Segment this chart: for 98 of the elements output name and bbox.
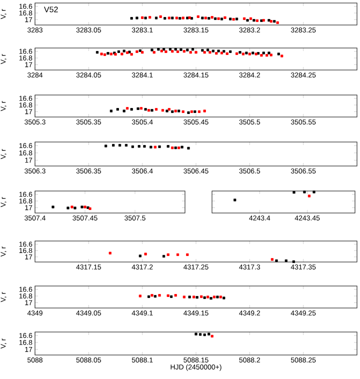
point [266,54,268,57]
point [208,51,212,54]
point [276,21,279,24]
point [292,191,296,194]
point [220,18,224,20]
point [224,16,226,19]
point [117,50,120,53]
point [103,53,106,56]
point [214,17,217,20]
point [168,48,172,51]
point [130,17,133,20]
point [136,16,138,20]
point [168,16,170,20]
point [260,54,263,57]
point [254,52,258,56]
point [191,48,194,51]
point [182,16,184,20]
point [243,17,246,20]
point [273,20,276,23]
point [164,17,166,20]
point [245,52,248,54]
point [238,51,242,54]
point [303,190,306,194]
point [292,260,295,263]
point [206,48,210,52]
point [138,49,142,52]
point [141,16,144,19]
point [270,258,274,261]
point [232,18,235,21]
point [150,48,154,52]
point [229,18,232,20]
point [229,50,232,53]
point [280,54,284,58]
point [106,52,110,55]
point [138,254,142,258]
point [204,16,207,20]
point [256,52,260,55]
point [190,17,194,20]
point [284,259,288,262]
point [217,50,220,52]
point [189,51,192,54]
point [234,198,236,202]
point [144,16,147,20]
point [180,48,182,51]
point [144,252,147,256]
point [178,17,182,20]
point [154,16,158,20]
point [171,16,174,20]
point [194,51,198,54]
point [157,48,160,51]
point [252,19,256,22]
point [212,50,214,52]
point [136,50,138,53]
point [235,18,238,20]
point [171,50,174,53]
point [122,50,126,52]
point [176,50,180,53]
point [220,52,224,54]
point [312,190,316,194]
point [159,15,162,18]
point [186,253,189,256]
point [96,51,99,54]
point [248,52,251,56]
point [208,17,210,20]
point [162,254,166,258]
point [246,19,249,22]
point [275,259,278,262]
annotation: V52 [44,6,58,12]
point [110,52,113,56]
point [160,50,163,52]
point [196,15,200,18]
point [186,48,189,52]
point [166,253,170,256]
point [249,17,252,20]
point [277,52,280,56]
point [108,252,112,254]
point [226,52,228,55]
point [217,17,220,20]
point [182,50,186,53]
point [152,51,156,54]
point [201,16,204,20]
point [215,52,218,55]
point [120,52,124,56]
point [176,253,180,256]
point [242,52,245,56]
point [100,52,103,56]
point [256,19,258,22]
point [210,16,214,19]
point [174,48,177,51]
point [130,53,133,56]
point [141,51,144,54]
point [148,16,152,19]
point [175,16,178,20]
point [262,52,265,54]
point [235,52,238,55]
point [308,194,311,198]
point [252,52,254,54]
point [222,50,226,53]
